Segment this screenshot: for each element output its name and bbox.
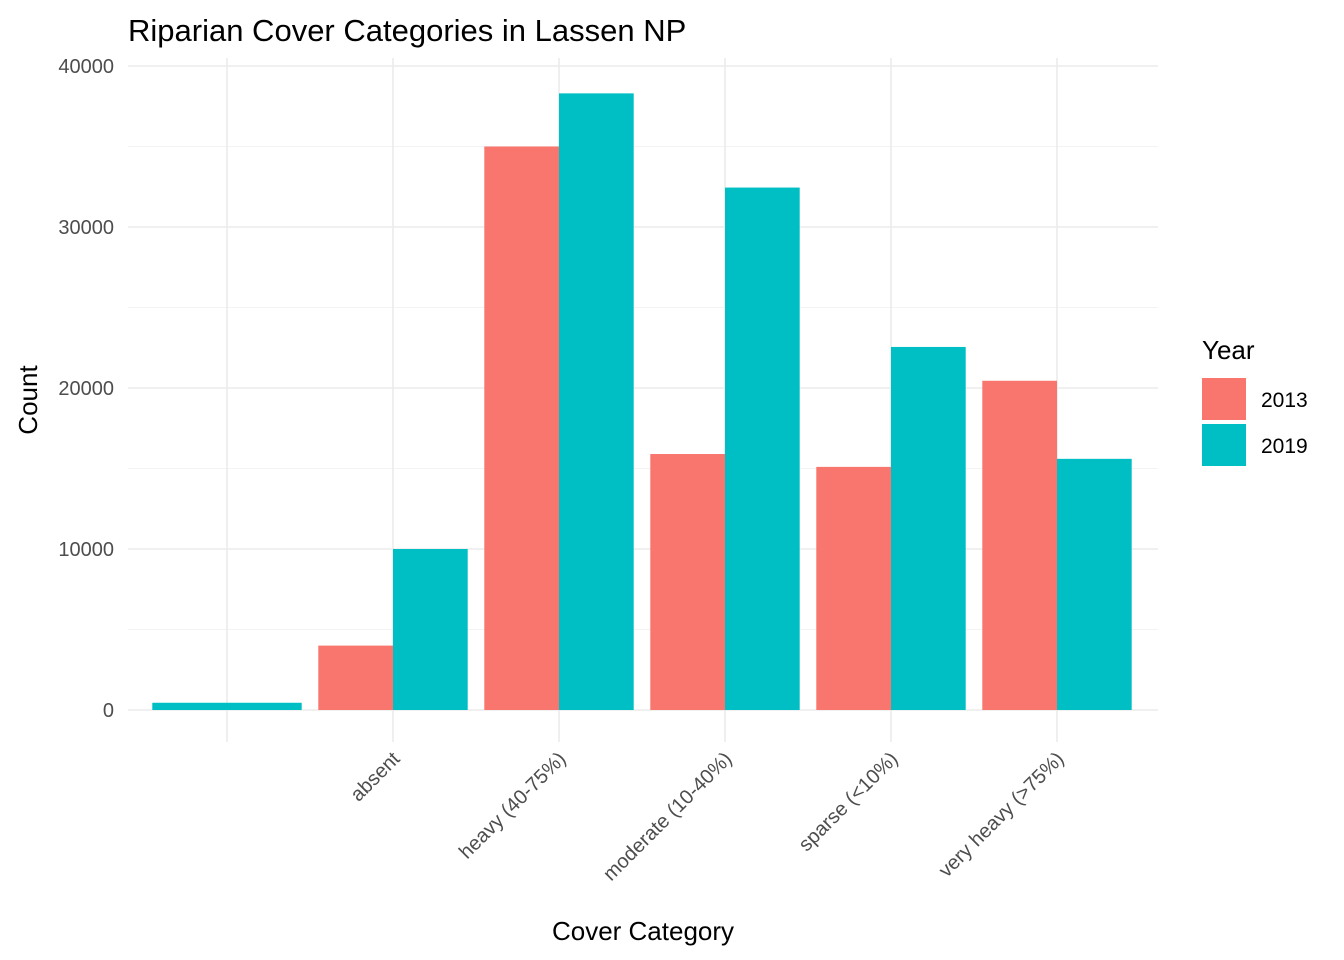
y-axis-title: Count (13, 365, 43, 435)
legend-label-2019: 2019 (1261, 435, 1308, 458)
y-tick-label: 40000 (58, 56, 114, 78)
y-axis-ticks: 0 10000 20000 30000 40000 (58, 56, 114, 722)
bar-2019-sparse-10 (891, 346, 966, 710)
x-tick-label: moderate (10-40%) (599, 748, 736, 885)
bars (152, 93, 1132, 711)
x-axis-ticks: absent heavy (40-75%) moderate (10-40%) spa… (347, 748, 1069, 886)
bar-2013-sparse-10 (816, 466, 891, 710)
legend-label-2013: 2013 (1261, 389, 1308, 412)
legend-swatch-2013 (1202, 378, 1246, 420)
x-tick-label: absent (347, 748, 405, 806)
bar-2019-heavy-40-75 (559, 93, 634, 711)
y-tick-label: 10000 (58, 539, 114, 561)
legend-title: Year (1202, 335, 1255, 365)
bar-2013-very-heavy-75 (982, 380, 1057, 710)
y-tick-label: 30000 (58, 217, 114, 239)
bar-2019-absent (393, 549, 468, 710)
bar-2013-heavy-40-75 (484, 146, 559, 710)
x-tick-label: very heavy (>75%) (935, 748, 1069, 882)
bar-2019-moderate-10-40 (725, 187, 800, 710)
legend: Year 2013 2019 (1202, 335, 1308, 466)
x-tick-label: heavy (40-75%) (455, 748, 570, 863)
y-tick-label: 0 (103, 700, 114, 722)
legend-swatch-2019 (1202, 424, 1246, 466)
bar-2013-moderate-10-40 (650, 454, 725, 710)
x-axis-title: Cover Category (552, 916, 734, 946)
bar-2019-very-heavy-75 (1057, 458, 1132, 710)
y-tick-label: 20000 (58, 378, 114, 400)
chart-title: Riparian Cover Categories in Lassen NP (128, 13, 686, 48)
bar-2019-blank (152, 702, 302, 710)
x-tick-label: sparse (<10%) (795, 748, 903, 856)
bar-2013-absent (318, 645, 393, 710)
